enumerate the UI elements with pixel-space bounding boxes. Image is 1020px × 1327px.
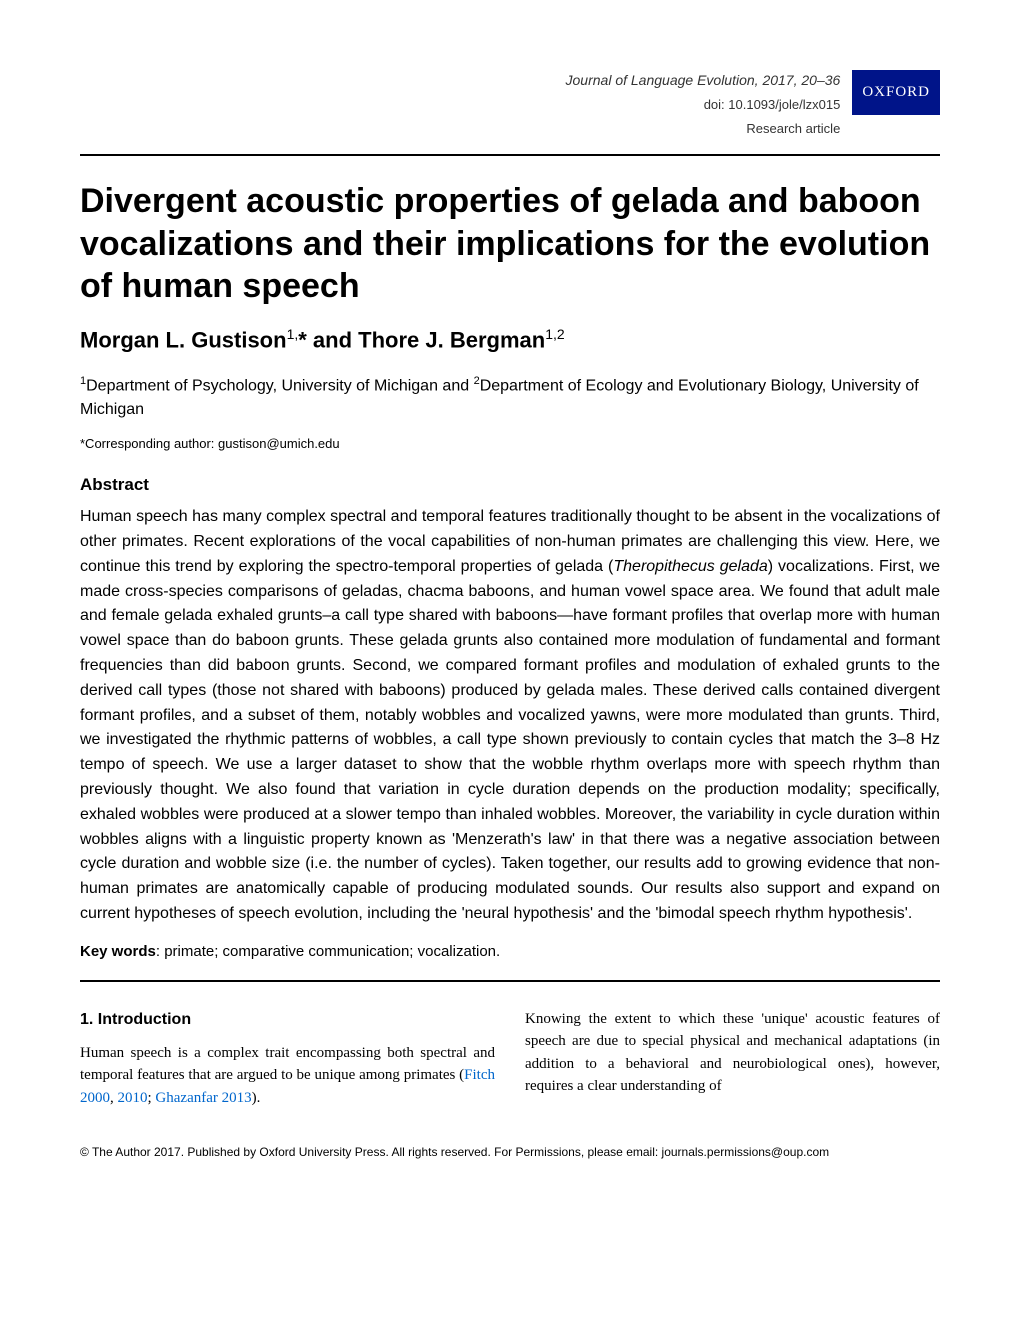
affiliations: 1Department of Psychology, University of…	[80, 373, 940, 422]
journal-name: Journal of Language Evolution, 2017, 20–…	[566, 70, 841, 91]
year-pages: , 2017, 20–36	[755, 72, 841, 88]
keywords: Key words: primate; comparative communic…	[80, 943, 940, 960]
article-type: Research article	[566, 119, 841, 139]
abstract-heading: Abstract	[80, 475, 940, 495]
intro-text-2: Knowing the extent to which these 'uniqu…	[525, 1011, 940, 1095]
keywords-text: : primate; comparative communication; vo…	[156, 943, 500, 960]
corresponding-author: *Corresponding author: gustison@umich.ed…	[80, 436, 940, 451]
keywords-label: Key words	[80, 943, 156, 960]
intro-heading: 1. Introduction	[80, 1008, 495, 1032]
citation-ghazanfar-2013[interactable]: Ghazanfar 2013	[155, 1090, 251, 1106]
header-row: Journal of Language Evolution, 2017, 20–…	[80, 70, 940, 142]
abstract-italic: Theropithecus gelada	[613, 558, 767, 575]
doi: doi: 10.1093/jole/lzx015	[566, 95, 841, 115]
affil-text-1: Department of Psychology, University of …	[86, 377, 473, 394]
top-rule	[80, 154, 940, 156]
copyright: © The Author 2017. Published by Oxford U…	[80, 1145, 940, 1159]
intro-columns: 1. Introduction Human speech is a comple…	[80, 1008, 940, 1110]
intro-col-right: Knowing the extent to which these 'uniqu…	[525, 1008, 940, 1110]
oxford-badge: OXFORD	[852, 70, 940, 115]
author-2-sup: 1,2	[545, 326, 564, 342]
article-title: Divergent acoustic properties of gelada …	[80, 180, 940, 308]
intro-text-1: Human speech is a complex trait encompas…	[80, 1045, 495, 1084]
mid-rule	[80, 980, 940, 982]
abstract-body: Human speech has many complex spectral a…	[80, 505, 940, 927]
author-1-sup: 1,	[287, 326, 299, 342]
intro-col-left: 1. Introduction Human speech is a comple…	[80, 1008, 495, 1110]
citation-fitch-2010[interactable]: 2010	[118, 1090, 148, 1106]
cite-close: ).	[252, 1090, 261, 1106]
authors: Morgan L. Gustison1,* and Thore J. Bergm…	[80, 326, 940, 353]
header-meta: Journal of Language Evolution, 2017, 20–…	[566, 70, 841, 142]
cite-comma: ,	[110, 1090, 118, 1106]
authors-and: and Thore J. Bergman	[307, 327, 545, 352]
author-1: Morgan L. Gustison	[80, 327, 287, 352]
abstract-part2: ) vocalizations. First, we made cross-sp…	[80, 558, 940, 922]
author-1-star: *	[298, 327, 307, 352]
